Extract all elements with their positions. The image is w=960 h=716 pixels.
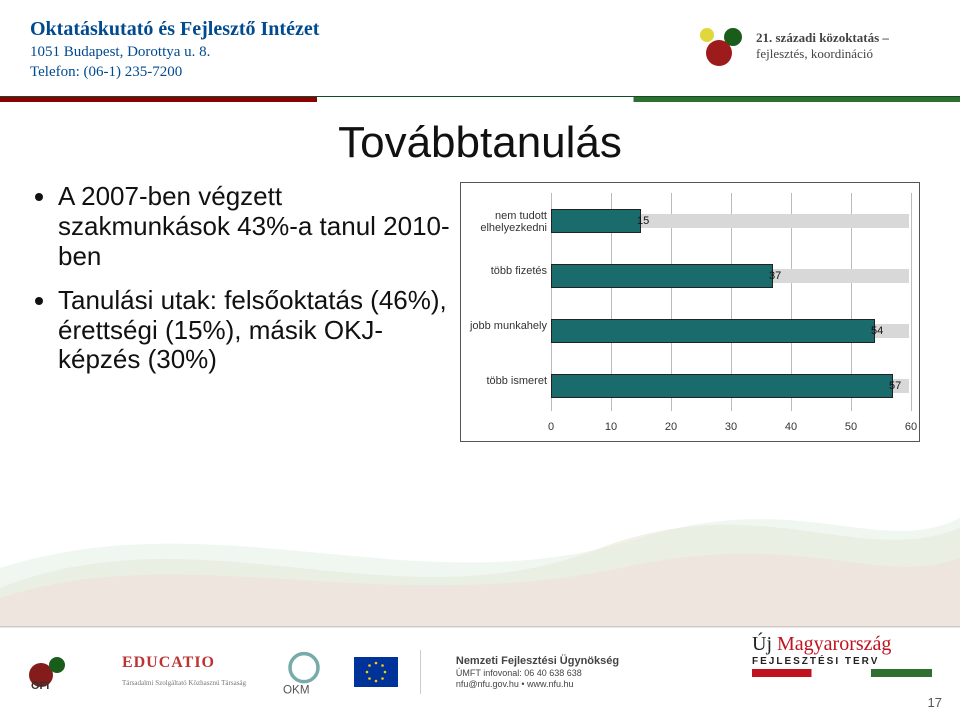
nfu-text-block: Nemzeti Fejlesztési Ügynökség ÚMFT infov… bbox=[420, 650, 640, 694]
slide: Oktatáskutató és Fejlesztő Intézet 1051 … bbox=[0, 0, 960, 716]
chart-y-label: jobb munkahely bbox=[461, 320, 547, 332]
svg-text:OKM: OKM bbox=[283, 683, 310, 695]
logo-21szazad-icon bbox=[700, 28, 750, 68]
chart-x-tick-label: 20 bbox=[665, 421, 677, 433]
chart-bar-row: 57 bbox=[551, 364, 909, 408]
educatio-logo: EDUCATIO Társadalmi Szolgáltató Közhaszn… bbox=[114, 650, 254, 694]
chart-bar bbox=[551, 209, 641, 233]
chart-x-tick-label: 0 bbox=[548, 421, 554, 433]
nfu-title: Nemzeti Fejlesztési Ügynökség bbox=[456, 655, 619, 668]
chart-y-label: több fizetés bbox=[461, 265, 547, 277]
umft-magyarorszag: Magyarország bbox=[777, 633, 891, 655]
chart-bar-row: 15 bbox=[551, 199, 909, 243]
chart-x-tick-label: 50 bbox=[845, 421, 857, 433]
page-title: Továbbtanulás bbox=[0, 118, 960, 168]
chart-x-tick-label: 60 bbox=[905, 421, 917, 433]
ofi-logo-icon: OFI bbox=[22, 650, 92, 694]
educatio-subtext: Társadalmi Szolgáltató Közhasznú Társasá… bbox=[122, 679, 246, 687]
chart-bar-row: 37 bbox=[551, 254, 909, 298]
header-divider bbox=[0, 96, 960, 102]
umft-logo: Új Magyarország FEJLESZTÉSI TERV bbox=[752, 633, 942, 677]
chart-bar-value: 15 bbox=[637, 215, 649, 227]
educatio-text: EDUCATIO bbox=[122, 654, 215, 671]
chart-gridline bbox=[911, 193, 912, 411]
hbar-chart: 15 37 54 57 0 10 20 30 40 50 60 nem tudott elhelye… bbox=[460, 182, 920, 442]
org-phone: Telefon: (06-1) 235-7200 bbox=[30, 64, 182, 81]
eu-flag-icon bbox=[354, 650, 398, 694]
chart-bar-value: 57 bbox=[889, 380, 901, 392]
body-row: A 2007-ben végzett szakmunkások 43%-a ta… bbox=[0, 168, 960, 442]
content: Továbbtanulás A 2007-ben végzett szakmun… bbox=[0, 112, 960, 596]
chart-x-tick-label: 10 bbox=[605, 421, 617, 433]
chart-y-label: nem tudott elhelyezkedni bbox=[461, 210, 547, 234]
chart-bar bbox=[551, 264, 773, 288]
logo-21-line1: 21. századi közoktatás – bbox=[756, 30, 936, 46]
org-name: Oktatáskutató és Fejlesztő Intézet bbox=[30, 18, 319, 41]
svg-text:OFI: OFI bbox=[31, 680, 49, 691]
chart-plot-area: 15 37 54 57 bbox=[551, 193, 909, 411]
chart-container: 15 37 54 57 0 10 20 30 40 50 60 nem tudott elhelye… bbox=[450, 182, 930, 442]
footer: OFI EDUCATIO Társadalmi Szolgáltató Közh… bbox=[0, 626, 960, 716]
bullet-item: A 2007-ben végzett szakmunkások 43%-a ta… bbox=[58, 182, 450, 272]
nfu-line2: ÚMFT infovonal: 06 40 638 638 bbox=[456, 668, 619, 679]
okm-logo-icon: OKM bbox=[276, 650, 332, 694]
chart-x-tick-label: 40 bbox=[785, 421, 797, 433]
umft-flag-stripe bbox=[752, 669, 932, 677]
umft-uj: Új bbox=[752, 633, 777, 655]
bullet-list: A 2007-ben végzett szakmunkások 43%-a ta… bbox=[30, 182, 450, 442]
logo-21-line2: fejlesztés, koordináció bbox=[756, 46, 936, 62]
chart-bar-value: 37 bbox=[769, 270, 781, 282]
chart-bar bbox=[551, 374, 893, 398]
bullet-item: Tanulási utak: felsőoktatás (46%), érett… bbox=[58, 286, 450, 376]
chart-x-tick-label: 30 bbox=[725, 421, 737, 433]
nfu-line3: nfu@nfu.gov.hu • www.nfu.hu bbox=[456, 679, 619, 690]
page-number: 17 bbox=[928, 695, 942, 710]
logo-21szazad-text: 21. századi közoktatás – fejlesztés, koo… bbox=[756, 30, 936, 62]
chart-bar-value: 54 bbox=[871, 325, 883, 337]
umft-line2: FEJLESZTÉSI TERV bbox=[752, 656, 942, 667]
chart-bar-row: 54 bbox=[551, 309, 909, 353]
chart-bar bbox=[551, 319, 875, 343]
header: Oktatáskutató és Fejlesztő Intézet 1051 … bbox=[0, 0, 960, 102]
chart-y-label: több ismeret bbox=[461, 375, 547, 387]
org-address: 1051 Budapest, Dorottya u. 8. bbox=[30, 44, 210, 61]
